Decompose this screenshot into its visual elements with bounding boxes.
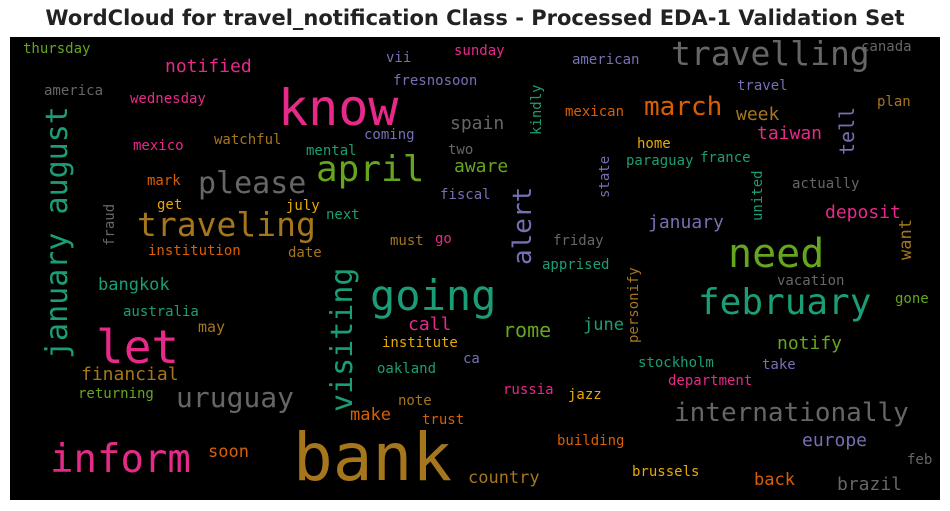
wordcloud-word: need: [728, 231, 825, 277]
wordcloud-word: brussels: [632, 464, 700, 480]
wordcloud-word: week: [736, 104, 780, 125]
wordcloud-word: returning: [78, 386, 154, 402]
wordcloud-word: bank: [293, 419, 452, 496]
wordcloud-word: building: [557, 433, 625, 449]
wordcloud-word: apprised: [542, 257, 610, 273]
wordcloud-word: financial: [81, 364, 179, 385]
wordcloud-word: call: [408, 314, 452, 335]
wordcloud-word: notified: [165, 56, 252, 77]
wordcloud-word: jazz: [568, 387, 602, 403]
wordcloud-word: brazil: [837, 474, 903, 495]
wordcloud-word: mental: [306, 143, 357, 159]
wordcloud-word: next: [326, 207, 360, 223]
wordcloud-word: mexican: [565, 104, 625, 120]
wordcloud-word: going: [370, 271, 497, 320]
wordcloud-word: january: [648, 212, 724, 233]
wordcloud-word: america: [44, 83, 104, 99]
wordcloud-word: country: [468, 468, 540, 488]
wordcloud-word: vii: [386, 50, 412, 66]
wordcloud-word: paraguay: [626, 153, 694, 169]
wordcloud-word: actually: [792, 176, 860, 192]
wordcloud-word: february: [698, 282, 872, 323]
wordcloud-word: back: [754, 470, 795, 490]
wordcloud-word: friday: [553, 233, 604, 249]
wordcloud-word: kindly: [529, 84, 545, 135]
wordcloud-word: go: [435, 231, 452, 247]
wordcloud-word: home: [637, 136, 671, 152]
wordcloud-word: must: [390, 233, 424, 249]
wordcloud-word: mark: [147, 173, 181, 189]
wordcloud-word: know: [278, 79, 399, 137]
wordcloud-word: march: [644, 92, 723, 122]
wordcloud-word: make: [350, 405, 391, 425]
wordcloud-word: april: [316, 149, 425, 190]
wordcloud-word: france: [700, 150, 751, 166]
wordcloud-word: fraud: [102, 203, 118, 246]
wordcloud-word: feb: [907, 452, 933, 468]
wordcloud-word: aware: [454, 156, 509, 177]
wordcloud-word: traveling: [137, 205, 316, 244]
wordcloud-word: july: [286, 198, 320, 214]
wordcloud-word: american: [572, 52, 640, 68]
wordcloud-word: russia: [503, 382, 554, 398]
wordcloud-word: stockholm: [638, 355, 714, 371]
wordcloud-word: ca: [463, 351, 480, 367]
wordcloud-word: plan: [877, 94, 911, 110]
wordcloud-word: institution: [148, 243, 241, 259]
wordcloud-word: may: [198, 318, 226, 336]
wordcloud-word: two: [448, 142, 474, 158]
wordcloud-canvas: bank know let going need inform april february t…: [10, 37, 940, 500]
wordcloud-word: january august: [40, 106, 75, 359]
wordcloud-word: june: [583, 315, 624, 335]
wordcloud-word: trust: [422, 412, 465, 428]
wordcloud-word: travel: [737, 78, 788, 94]
wordcloud-word: alert: [508, 186, 538, 265]
wordcloud-word: europe: [802, 430, 868, 451]
wordcloud-word: fiscal: [440, 187, 491, 203]
wordcloud-word: institute: [382, 335, 458, 351]
wordcloud-word: bangkok: [98, 275, 170, 295]
wordcloud-word: deposit: [825, 202, 901, 223]
wordcloud-word: date: [288, 245, 322, 261]
wordcloud-word: sunday: [454, 43, 505, 59]
wordcloud-word: take: [762, 357, 796, 373]
wordcloud-word: watchful: [214, 132, 282, 148]
wordcloud-word: soon: [208, 442, 249, 462]
wordcloud-word: notify: [777, 333, 843, 354]
wordcloud-word: gone: [895, 291, 929, 307]
wordcloud-word: mexico: [133, 138, 184, 154]
wordcloud-word: spain: [450, 113, 505, 134]
wordcloud-word: inform: [50, 437, 191, 482]
wordcloud-word: want: [896, 219, 916, 260]
wordcloud-word: please: [198, 166, 307, 201]
chart-title: WordCloud for travel_notification Class …: [45, 6, 905, 30]
wordcloud-word: rome: [503, 318, 552, 342]
wordcloud-word: let: [96, 320, 180, 374]
wordcloud-word: united: [750, 170, 766, 221]
wordcloud-word: tell: [835, 106, 859, 155]
wordcloud-word: visiting: [325, 267, 360, 413]
wordcloud-word: uruguay: [176, 381, 295, 414]
wordcloud-word: wednesday: [130, 91, 206, 107]
wordcloud-word: oakland: [377, 361, 437, 377]
wordcloud-word: note: [398, 393, 432, 409]
wordcloud-word: thursday: [23, 41, 91, 57]
wordcloud-word: personify: [626, 267, 642, 343]
wordcloud-word: taiwan: [757, 123, 823, 144]
wordcloud-word: department: [668, 373, 753, 389]
wordcloud-word: vacation: [777, 273, 845, 289]
wordcloud-word: state: [597, 155, 613, 198]
wordcloud-word: internationally: [674, 398, 909, 428]
wordcloud-word: get: [157, 197, 183, 213]
wordcloud-word: coming: [364, 127, 415, 143]
wordcloud-word: travelling: [671, 37, 870, 73]
wordcloud-word: fresnosoon: [393, 73, 478, 89]
wordcloud-word: australia: [123, 304, 199, 320]
wordcloud-word: canada: [861, 39, 912, 55]
